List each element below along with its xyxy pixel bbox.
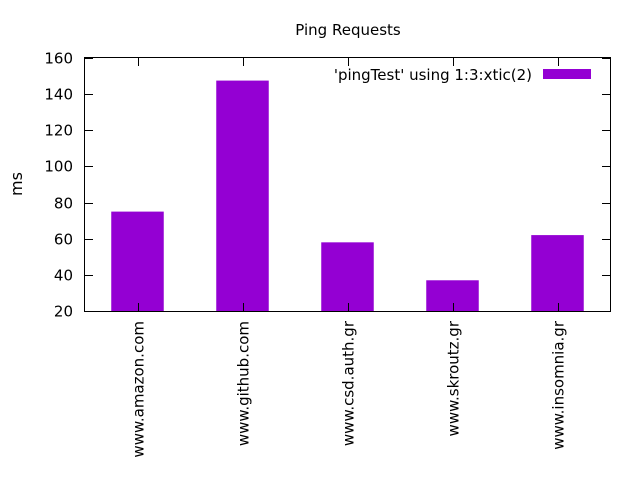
- y-axis-label: ms: [7, 172, 26, 196]
- y-axis: 20 40 60 80 100 120 140 160: [44, 50, 610, 321]
- y-tick-label: 60: [54, 231, 73, 249]
- bars-group: [111, 80, 584, 311]
- bar: [321, 242, 374, 311]
- y-tick-label: 120: [44, 122, 73, 140]
- bar: [111, 211, 164, 311]
- chart-title: Ping Requests: [295, 21, 401, 39]
- y-tick-label: 100: [44, 158, 73, 176]
- y-tick-label: 160: [44, 50, 73, 68]
- x-axis: www.amazon.com www.github.com www.csd.auth…: [130, 58, 568, 458]
- legend-label: 'pingTest' using 1:3:xtic(2): [334, 66, 532, 84]
- x-tick-label: www.github.com: [235, 321, 253, 446]
- y-tick-label: 40: [54, 267, 73, 285]
- bar: [216, 80, 269, 311]
- legend: 'pingTest' using 1:3:xtic(2): [334, 66, 591, 84]
- x-tick-label: www.csd.auth.gr: [340, 320, 358, 446]
- y-tick-label: 20: [54, 303, 73, 321]
- y-tick-label: 80: [54, 195, 73, 213]
- plot-frame: [84, 57, 611, 312]
- y-tick-label: 140: [44, 86, 73, 104]
- legend-swatch: [543, 69, 591, 79]
- bar: [426, 280, 479, 311]
- x-tick-label: www.insomnia.gr: [550, 320, 568, 450]
- bar: [531, 235, 584, 311]
- x-tick-label: www.amazon.com: [130, 321, 148, 458]
- x-tick-label: www.skroutz.gr: [445, 320, 463, 436]
